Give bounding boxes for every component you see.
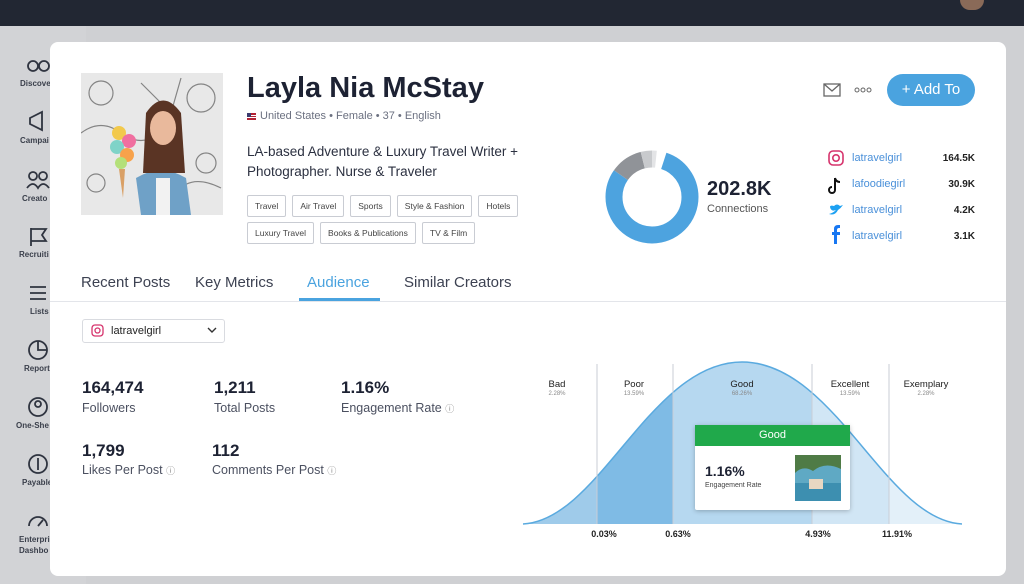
info-icon[interactable]: ⓘ — [327, 466, 337, 476]
band-share: 13.59% — [839, 391, 861, 397]
profile-details-row: United States • Female • 37 • English — [247, 110, 441, 122]
band-name: Exemplary — [903, 379, 949, 390]
sidebar-label[interactable]: Enterpri — [19, 535, 50, 544]
account-name: latravelgirl — [111, 325, 162, 337]
metric-label: Engagement Rate ⓘ — [341, 401, 454, 415]
sidebar-label[interactable]: Payable — [22, 478, 53, 487]
metric-value: 112 — [212, 441, 240, 460]
metric-value: 1,211 — [214, 378, 256, 397]
band-name: Excellent — [830, 379, 870, 390]
tag[interactable]: Books & Publications — [320, 222, 416, 244]
threshold-label: 11.91% — [881, 529, 913, 539]
sidebar-label[interactable]: Report — [24, 364, 50, 373]
bio-line: LA-based Adventure & Luxury Travel Write… — [247, 144, 519, 159]
band-name: Bad — [548, 379, 566, 390]
band-share: 68.26% — [731, 391, 753, 397]
tab-active[interactable]: Audience — [307, 274, 370, 291]
social-count: 30.9K — [948, 179, 975, 190]
info-icon[interactable]: ⓘ — [166, 466, 176, 476]
tooltip-label: Engagement Rate — [705, 482, 762, 489]
tag[interactable]: Style & Fashion — [396, 195, 473, 217]
metric-label: Likes Per Post ⓘ — [82, 463, 175, 477]
info-icon[interactable]: ⓘ — [445, 404, 455, 414]
metric-value: 1.16% — [341, 378, 390, 397]
connections-donut — [605, 150, 699, 244]
metric-label-text: Likes Per Post — [82, 463, 163, 477]
sidebar-label[interactable]: Campai — [20, 136, 49, 145]
band-name: Poor — [623, 379, 645, 390]
social-handle[interactable]: latravelgirl — [852, 152, 903, 164]
metric-value: 1,799 — [82, 441, 125, 460]
user-avatar[interactable] — [960, 0, 984, 10]
tab[interactable]: Recent Posts — [81, 274, 171, 291]
add-to-button[interactable]: + Add To — [887, 74, 975, 106]
sidebar-label[interactable]: Dashbo — [19, 546, 49, 555]
band-name: Good — [730, 379, 754, 390]
band-share: 2.28% — [917, 391, 935, 397]
account-selector[interactable]: latravelgirl — [82, 319, 225, 343]
tag[interactable]: TV & Film — [421, 222, 476, 244]
band-share: 2.28% — [548, 391, 566, 397]
tab[interactable]: Key Metrics — [195, 274, 274, 291]
top-bar — [0, 0, 1024, 26]
sidebar-label[interactable]: Recruiti — [19, 250, 49, 259]
connections-label: Connections — [707, 203, 769, 215]
profile-name: Layla Nia McStay — [247, 72, 484, 104]
sidebar-label[interactable]: Lists — [30, 307, 49, 316]
tooltip: Good 1.16% Engagement Rate — [695, 425, 850, 510]
social-handle[interactable]: lafoodiegirl — [852, 178, 906, 190]
chevron — [207, 327, 217, 333]
profile-details: United States • Female • 37 • English — [260, 110, 441, 122]
threshold-label: 0.03% — [591, 529, 617, 539]
flag-icon — [247, 112, 256, 120]
social-count: 4.2K — [953, 205, 975, 216]
tooltip-title: Good — [695, 425, 850, 446]
metric-label: Followers — [82, 401, 136, 415]
social-handle[interactable]: latravelgirl — [852, 230, 903, 242]
social-handle[interactable]: latravelgirl — [852, 204, 903, 216]
threshold-label: 4.93% — [805, 529, 831, 539]
metric-label: Total Posts — [214, 401, 276, 415]
tab-underline — [299, 298, 380, 301]
sidebar-label[interactable]: Discove — [20, 79, 51, 88]
tab-divider — [50, 301, 1006, 302]
metric-value: 164,474 — [82, 378, 144, 397]
profile-bio: LA-based Adventure & Luxury Travel Write… — [247, 142, 518, 182]
post-thumbnail — [795, 455, 841, 501]
bio-line: Photographer. Nurse & Traveler — [247, 164, 437, 179]
sidebar-label[interactable]: One-She — [16, 421, 49, 430]
instagram-icon — [91, 324, 104, 337]
tag-list: Travel Air Travel Sports Style & Fashion… — [247, 195, 522, 244]
social-count: 164.5K — [942, 153, 975, 164]
tag[interactable]: Luxury Travel — [247, 222, 315, 244]
metric-label-text: Engagement Rate — [341, 401, 442, 415]
tag[interactable]: Sports — [350, 195, 391, 217]
band-share: 13.59% — [623, 391, 645, 397]
sidebar-label[interactable]: Creato — [22, 194, 48, 203]
tooltip-value: 1.16% — [705, 463, 745, 479]
metric-label-text: Comments Per Post — [212, 463, 324, 477]
sidebar-icons — [26, 60, 50, 527]
tab[interactable]: Similar Creators — [404, 274, 512, 291]
tag[interactable]: Air Travel — [292, 195, 345, 217]
tag[interactable]: Hotels — [478, 195, 519, 217]
metric-label: Comments Per Post ⓘ — [212, 463, 336, 477]
social-count: 3.1K — [953, 231, 975, 242]
tag[interactable]: Travel — [247, 195, 287, 217]
social-icons — [828, 150, 844, 244]
profile-photo — [81, 73, 223, 215]
threshold-label: 0.63% — [665, 529, 691, 539]
connections-value: 202.8K — [707, 178, 772, 200]
header-icons[interactable] — [823, 82, 873, 98]
